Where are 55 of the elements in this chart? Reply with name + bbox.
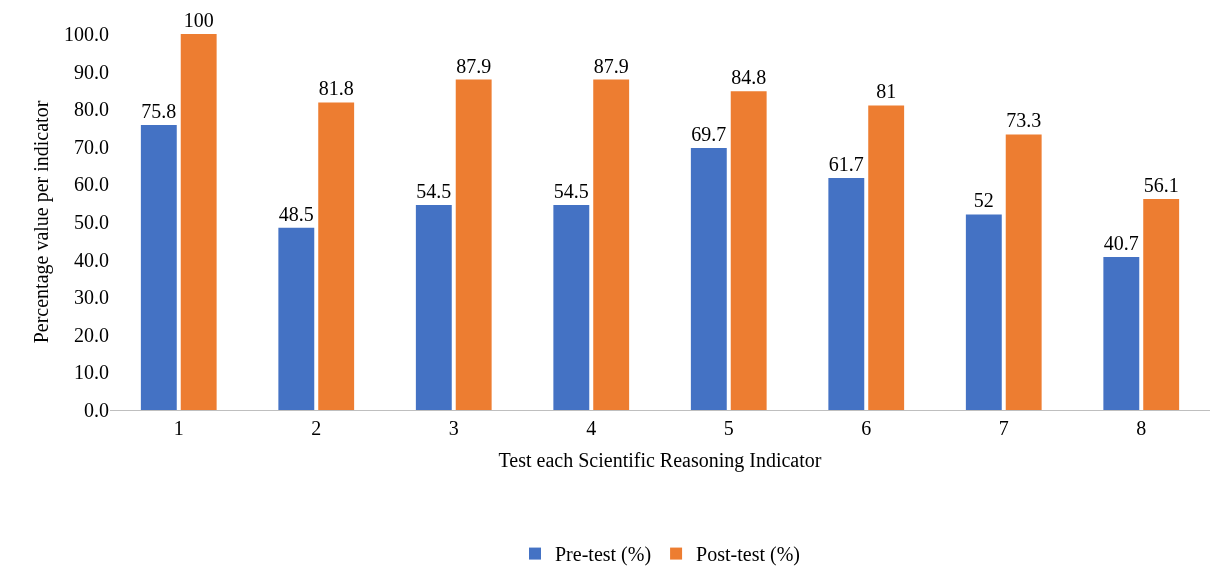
y-tick-label: 80.0 xyxy=(74,98,109,121)
data-label: 87.9 xyxy=(456,54,492,77)
bar xyxy=(455,79,492,410)
bar xyxy=(278,227,315,410)
data-label: 81 xyxy=(876,80,897,103)
data-label: 75.8 xyxy=(141,99,177,122)
data-label: 69.7 xyxy=(691,122,727,145)
x-tick-label: 4 xyxy=(586,417,597,439)
data-label: 100 xyxy=(183,9,214,31)
x-tick-label: 8 xyxy=(1136,417,1147,439)
bar xyxy=(690,147,727,410)
x-tick-label: 5 xyxy=(723,417,734,439)
data-label: 61.7 xyxy=(828,153,864,176)
data-label: 81.8 xyxy=(318,77,354,100)
bar xyxy=(553,205,590,410)
y-tick-label: 20.0 xyxy=(74,323,109,346)
x-tick-label: 6 xyxy=(861,417,872,439)
legend-label: Pre-test (%) xyxy=(555,543,652,567)
data-label: 54.5 xyxy=(553,180,589,203)
bar xyxy=(828,178,865,410)
bar xyxy=(868,105,905,410)
x-tick-label: 2 xyxy=(311,417,322,439)
y-tick-label: 90.0 xyxy=(74,60,109,83)
y-tick-label: 10.0 xyxy=(74,361,109,384)
x-tick-label: 3 xyxy=(448,417,459,439)
bar xyxy=(1005,134,1042,410)
bar xyxy=(965,214,1002,410)
bar xyxy=(415,205,452,410)
bar xyxy=(180,34,217,410)
y-tick-label: 50.0 xyxy=(74,211,109,233)
y-tick-label: 30.0 xyxy=(74,286,109,309)
bar xyxy=(593,79,630,410)
y-tick-label: 70.0 xyxy=(74,135,109,158)
y-tick-label: 0.0 xyxy=(84,399,109,421)
bar xyxy=(318,102,355,410)
data-label: 56.1 xyxy=(1143,174,1179,197)
data-label: 48.5 xyxy=(278,202,314,225)
bar xyxy=(730,91,767,410)
data-label: 52 xyxy=(973,189,994,212)
x-axis-title: Test each Scientific Reasoning Indicator xyxy=(498,448,822,472)
data-label: 40.7 xyxy=(1103,231,1139,254)
data-label: 84.8 xyxy=(731,66,767,89)
y-tick-label: 100.0 xyxy=(64,23,109,45)
data-label: 87.9 xyxy=(593,54,629,77)
y-tick-label: 40.0 xyxy=(74,248,109,271)
y-tick-label: 60.0 xyxy=(74,173,109,196)
y-axis-title: Percentage value per indicator xyxy=(29,100,53,344)
data-label: 73.3 xyxy=(1006,109,1042,132)
bar xyxy=(1143,199,1180,410)
bar xyxy=(1103,256,1140,410)
x-tick-label: 7 xyxy=(998,417,1009,439)
legend-label: Post-test (%) xyxy=(696,543,800,567)
bar xyxy=(140,124,177,410)
x-tick-label: 1 xyxy=(173,417,184,439)
data-label: 54.5 xyxy=(416,180,452,203)
